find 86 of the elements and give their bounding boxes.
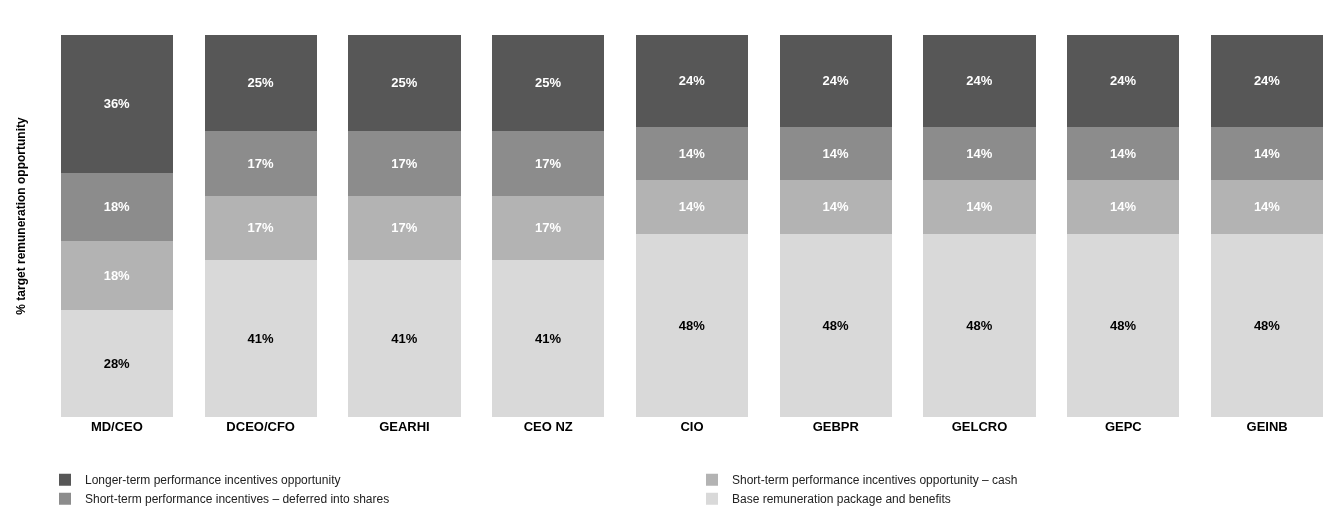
data-label: 24%	[966, 73, 993, 89]
x-tick-label: CIO	[680, 419, 704, 434]
y-axis-title: % target remuneration opportunity	[14, 117, 29, 315]
data-label: 17%	[534, 155, 562, 171]
bar	[635, 180, 749, 234]
bar	[635, 233, 749, 417]
data-label: 14%	[1110, 199, 1137, 215]
data-label: 14%	[822, 145, 850, 161]
data-label: 24%	[1110, 73, 1137, 89]
bar	[204, 35, 317, 131]
data-label: 48%	[966, 317, 993, 333]
bar	[779, 35, 892, 127]
data-label: 14%	[822, 199, 850, 215]
x-tick-label: GEINB	[1246, 419, 1288, 434]
x-tick-label: GELCRO	[951, 419, 1008, 434]
bar	[60, 172, 173, 242]
legend-label: Base remuneration package and benefits	[732, 492, 951, 507]
x-tick-label: MD/CEO	[90, 419, 143, 434]
bar	[635, 35, 749, 127]
data-label: 17%	[247, 220, 274, 236]
x-tick-label: CEO NZ	[523, 419, 573, 434]
data-label: 28%	[103, 356, 131, 372]
bar	[923, 35, 1036, 127]
bar	[348, 195, 461, 261]
bar	[492, 35, 605, 131]
data-label: 17%	[534, 220, 562, 236]
data-label: 14%	[1110, 145, 1137, 161]
bar	[1211, 233, 1324, 417]
data-label: 48%	[678, 317, 706, 333]
x-tick-label: GEPC	[1104, 419, 1143, 434]
data-label: 48%	[1253, 317, 1281, 333]
data-label: 36%	[103, 96, 131, 112]
bar	[1067, 180, 1180, 234]
bar	[348, 130, 461, 196]
data-label: 14%	[966, 199, 993, 215]
data-label: 18%	[103, 199, 131, 215]
bar	[60, 241, 173, 311]
bar	[1211, 35, 1324, 127]
bar	[204, 195, 317, 261]
data-label: 14%	[1253, 145, 1281, 161]
data-label: 14%	[966, 145, 993, 161]
legend-label: Short-term performance incentives – deferred into shares	[85, 492, 390, 507]
data-label: 14%	[678, 145, 706, 161]
bar	[1067, 126, 1180, 181]
data-label: 48%	[1110, 317, 1137, 333]
bar	[923, 233, 1036, 417]
data-label: 17%	[247, 155, 274, 171]
bar	[348, 260, 461, 417]
bar	[1211, 126, 1324, 181]
bar	[348, 35, 461, 131]
x-tick-label: DCEO/CFO	[226, 419, 295, 434]
data-label: 24%	[822, 73, 850, 89]
bar	[779, 126, 892, 181]
bar	[635, 126, 749, 181]
data-label: 14%	[1253, 199, 1281, 215]
data-label: 41%	[534, 331, 562, 347]
data-label: 14%	[678, 199, 706, 215]
bar	[60, 310, 173, 417]
bar	[779, 233, 892, 417]
bar	[1211, 180, 1324, 234]
x-tick-label: GEARHI	[379, 419, 430, 434]
data-label: 17%	[391, 220, 418, 236]
x-tick-label: GEBPR	[812, 419, 860, 434]
data-label: 24%	[1253, 73, 1281, 89]
bar	[492, 130, 605, 196]
data-label: 25%	[247, 75, 274, 91]
bar	[1067, 233, 1180, 417]
bar	[60, 35, 173, 173]
data-label: 25%	[534, 75, 562, 91]
data-label: 41%	[391, 331, 418, 347]
bar	[923, 126, 1036, 181]
legend-label: Short-term performance incentives opportunity – cash	[732, 473, 1018, 488]
bar	[779, 180, 892, 234]
bar	[492, 195, 605, 261]
data-label: 48%	[822, 317, 850, 333]
data-label: 25%	[391, 75, 418, 91]
data-label: 17%	[391, 155, 418, 171]
bar	[204, 260, 317, 417]
bar	[1067, 35, 1180, 127]
bar	[204, 130, 317, 196]
data-label: 24%	[678, 73, 706, 89]
legend-label: Longer-term performance incentives opportunity	[85, 473, 341, 488]
data-label: 41%	[247, 331, 274, 347]
data-label: 18%	[103, 268, 131, 284]
bar	[492, 260, 605, 417]
bar	[923, 180, 1036, 234]
